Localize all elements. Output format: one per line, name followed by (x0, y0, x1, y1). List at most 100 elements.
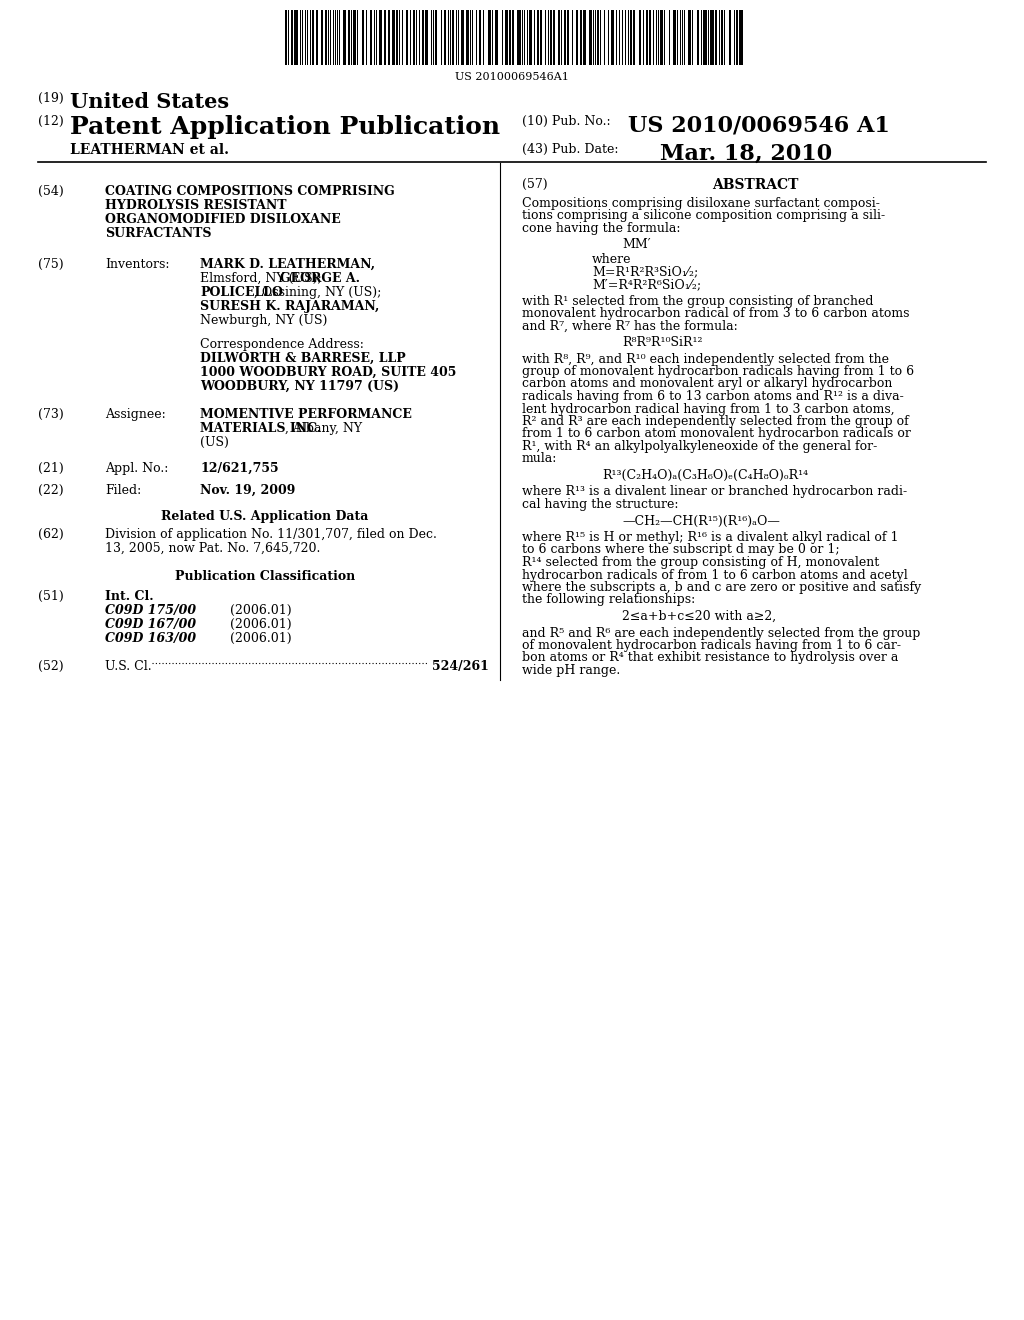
Bar (512, 11, 514, 65)
Bar (388, 11, 390, 65)
Text: ABSTRACT: ABSTRACT (712, 178, 798, 191)
Text: —CH₂—CH(R¹⁵)(R¹⁶)ₐO—: —CH₂—CH(R¹⁵)(R¹⁶)ₐO— (622, 515, 780, 528)
Bar (697, 11, 699, 65)
Text: C09D 167/00: C09D 167/00 (105, 618, 197, 631)
Text: (22): (22) (38, 484, 63, 498)
Text: Correspondence Address:: Correspondence Address: (200, 338, 364, 351)
Text: 12/621,755: 12/621,755 (200, 462, 279, 475)
Bar (379, 11, 382, 65)
Text: where the subscripts a, b and c are zero or positive and satisfy: where the subscripts a, b and c are zero… (522, 581, 922, 594)
Bar (312, 11, 314, 65)
Text: (75): (75) (38, 257, 63, 271)
Bar (567, 11, 569, 65)
Text: from 1 to 6 carbon atom monovalent hydrocarbon radicals or: from 1 to 6 carbon atom monovalent hydro… (522, 428, 911, 441)
Text: where R¹³ is a divalent linear or branched hydrocarbon radi-: where R¹³ is a divalent linear or branch… (522, 486, 907, 499)
Text: M′=R⁴R²R⁶SiO₁⁄₂;: M′=R⁴R²R⁶SiO₁⁄₂; (592, 279, 701, 290)
Text: 2≤a+b+c≤20 with a≥2,: 2≤a+b+c≤20 with a≥2, (622, 610, 776, 623)
Text: MATERIALS INC.: MATERIALS INC. (200, 422, 322, 436)
Bar (285, 11, 287, 65)
Text: U.S. Cl.: U.S. Cl. (105, 660, 152, 673)
Bar (639, 11, 641, 65)
Text: US 20100069546A1: US 20100069546A1 (455, 73, 569, 82)
Text: with R¹ selected from the group consisting of branched: with R¹ selected from the group consisti… (522, 294, 873, 308)
Text: United States: United States (70, 92, 229, 112)
Text: tions comprising a silicone composition comprising a sili-: tions comprising a silicone composition … (522, 210, 885, 223)
Bar (537, 11, 539, 65)
Text: DILWORTH & BARRESE, LLP: DILWORTH & BARRESE, LLP (200, 352, 406, 366)
Bar (425, 11, 428, 65)
Bar (509, 11, 511, 65)
Text: MM′: MM′ (622, 239, 650, 252)
Bar (348, 11, 350, 65)
Text: R² and R³ are each independently selected from the group of: R² and R³ are each independently selecte… (522, 414, 908, 428)
Text: radicals having from 6 to 13 carbon atoms and R¹² is a diva-: radicals having from 6 to 13 carbon atom… (522, 389, 904, 403)
Text: (21): (21) (38, 462, 63, 475)
Text: cal having the structure:: cal having the structure: (522, 498, 679, 511)
Bar (540, 11, 542, 65)
Text: (12): (12) (38, 115, 63, 128)
Text: hydrocarbon radicals of from 1 to 6 carbon atoms and acetyl: hydrocarbon radicals of from 1 to 6 carb… (522, 569, 907, 582)
Text: WOODBURY, NY 11797 (US): WOODBURY, NY 11797 (US) (200, 380, 399, 393)
Bar (673, 11, 676, 65)
Text: (51): (51) (38, 590, 63, 603)
Text: M=R¹R²R³SiO₁⁄₂;: M=R¹R²R³SiO₁⁄₂; (592, 265, 698, 279)
Text: (62): (62) (38, 528, 63, 541)
Text: to 6 carbons where the subscript d may be 0 or 1;: to 6 carbons where the subscript d may b… (522, 544, 840, 557)
Text: 524/261: 524/261 (432, 660, 488, 673)
Text: Filed:: Filed: (105, 484, 141, 498)
Text: (43) Pub. Date:: (43) Pub. Date: (522, 143, 618, 156)
Text: Newburgh, NY (US): Newburgh, NY (US) (200, 314, 328, 327)
Text: and R⁵ and R⁶ are each independently selected from the group: and R⁵ and R⁶ are each independently sel… (522, 627, 921, 639)
Text: Publication Classification: Publication Classification (175, 570, 355, 583)
Text: R¹, with R⁴ an alkylpolyalkyleneoxide of the general for-: R¹, with R⁴ an alkylpolyalkyleneoxide of… (522, 440, 878, 453)
Bar (710, 11, 714, 65)
Text: MOMENTIVE PERFORMANCE: MOMENTIVE PERFORMANCE (200, 408, 412, 421)
Bar (703, 11, 707, 65)
Bar (396, 11, 398, 65)
Bar (466, 11, 469, 65)
Bar (550, 11, 552, 65)
Text: (52): (52) (38, 660, 63, 673)
Bar (739, 11, 743, 65)
Bar (488, 11, 490, 65)
Text: Division of application No. 11/301,707, filed on Dec.: Division of application No. 11/301,707, … (105, 528, 437, 541)
Text: Patent Application Publication: Patent Application Publication (70, 115, 500, 139)
Text: SURESH K. RAJARAMAN,: SURESH K. RAJARAMAN, (200, 300, 379, 313)
Bar (353, 11, 356, 65)
Bar (384, 11, 386, 65)
Bar (325, 11, 327, 65)
Text: LEATHERMAN et al.: LEATHERMAN et al. (70, 143, 229, 157)
Bar (736, 11, 738, 65)
Text: where: where (592, 253, 632, 267)
Text: (2006.01): (2006.01) (230, 618, 292, 631)
Text: R⁸R⁹R¹⁰SiR¹²: R⁸R⁹R¹⁰SiR¹² (622, 337, 702, 348)
Text: Elmsford, NY (US);: Elmsford, NY (US); (200, 272, 326, 285)
Text: bon atoms or R⁴ that exhibit resistance to hydrolysis over a: bon atoms or R⁴ that exhibit resistance … (522, 652, 898, 664)
Bar (721, 11, 723, 65)
Bar (435, 11, 437, 65)
Text: monovalent hydrocarbon radical of from 3 to 6 carbon atoms: monovalent hydrocarbon radical of from 3… (522, 308, 909, 319)
Bar (660, 11, 663, 65)
Text: , Ossining, NY (US);: , Ossining, NY (US); (254, 286, 381, 300)
Text: Mar. 18, 2010: Mar. 18, 2010 (660, 143, 833, 165)
Text: Nov. 19, 2009: Nov. 19, 2009 (200, 484, 295, 498)
Bar (575, 11, 578, 65)
Text: 1000 WOODBURY ROAD, SUITE 405: 1000 WOODBURY ROAD, SUITE 405 (200, 366, 457, 379)
Text: COATING COMPOSITIONS COMPRISING: COATING COMPOSITIONS COMPRISING (105, 185, 394, 198)
Text: HYDROLYSIS RESISTANT: HYDROLYSIS RESISTANT (105, 199, 287, 213)
Text: Int. Cl.: Int. Cl. (105, 590, 154, 603)
Text: MARK D. LEATHERMAN,: MARK D. LEATHERMAN, (200, 257, 375, 271)
Bar (646, 11, 648, 65)
Text: Compositions comprising disiloxane surfactant composi-: Compositions comprising disiloxane surfa… (522, 197, 880, 210)
Bar (529, 11, 532, 65)
Bar (630, 11, 632, 65)
Bar (729, 11, 731, 65)
Bar (461, 11, 464, 65)
Text: where R¹⁵ is H or methyl; R¹⁶ is a divalent alkyl radical of 1: where R¹⁵ is H or methyl; R¹⁶ is a dival… (522, 531, 898, 544)
Text: (19): (19) (38, 92, 63, 106)
Bar (715, 11, 717, 65)
Text: (57): (57) (522, 178, 548, 191)
Bar (444, 11, 446, 65)
Text: 13, 2005, now Pat. No. 7,645,720.: 13, 2005, now Pat. No. 7,645,720. (105, 543, 321, 554)
Text: GEORGE A.: GEORGE A. (280, 272, 360, 285)
